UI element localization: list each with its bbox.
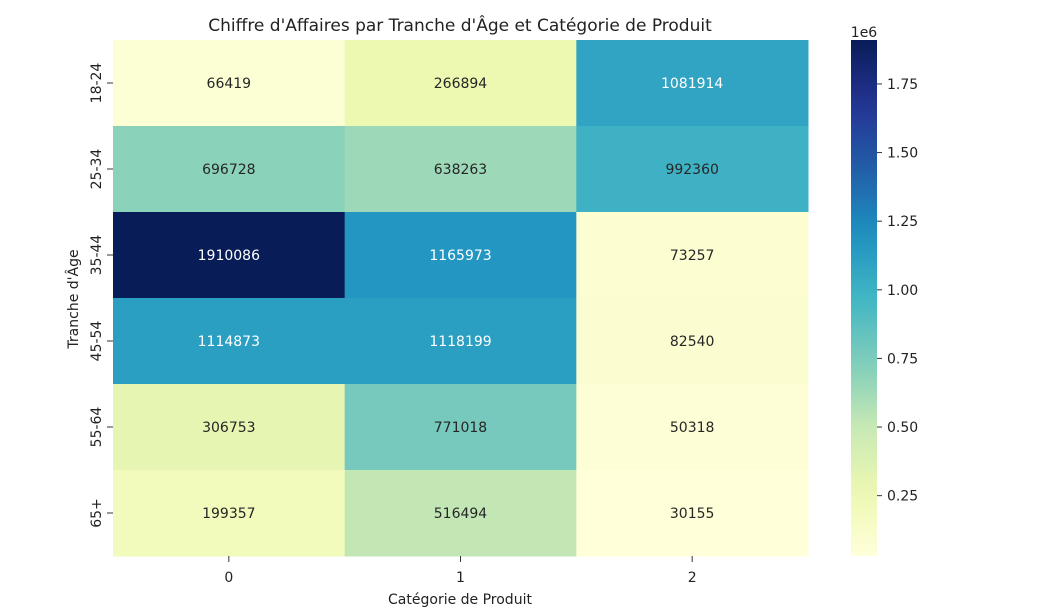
- x-tick-label: 1: [456, 570, 465, 586]
- colorbar: 1e6 0.25 0.50 0.75 1.00 1.25 1.50 1.75: [851, 25, 918, 556]
- cell-value-label: 73257: [670, 248, 715, 264]
- colorbar-tick-label: 1.25: [887, 214, 918, 230]
- heatmap-cell: [576, 298, 809, 385]
- y-tick-label: 35-44: [89, 235, 105, 276]
- cell-value-label: 306753: [202, 420, 255, 436]
- heatmap-cell: [113, 470, 346, 557]
- heatmap-cell: [344, 470, 577, 557]
- heatmap-cell: [344, 384, 577, 471]
- cell-value-label: 638263: [434, 162, 487, 178]
- cell-value-label: 50318: [670, 420, 715, 436]
- x-tick-label: 2: [688, 570, 697, 586]
- heatmap-cell: [113, 40, 346, 127]
- y-axis-label: Tranche d'Âge: [64, 249, 82, 349]
- heatmap-cell: [576, 384, 809, 471]
- colorbar-exponent: 1e6: [851, 25, 878, 41]
- y-tick-label: 18-24: [89, 63, 105, 104]
- colorbar-tick-label: 0.50: [887, 420, 918, 436]
- x-axis-label: Catégorie de Produit: [388, 592, 532, 608]
- cell-value-label: 771018: [434, 420, 487, 436]
- cell-value-label: 82540: [670, 334, 715, 350]
- y-tick-label: 45-54: [89, 321, 105, 362]
- heatmap-cell: [344, 40, 577, 127]
- heatmap-cell: [576, 470, 809, 557]
- y-tick-label: 25-34: [89, 149, 105, 190]
- y-tick-label: 55-64: [89, 407, 105, 448]
- heatmap-cells: [113, 40, 809, 557]
- heatmap-cell: [344, 298, 577, 385]
- colorbar-tick-label: 1.75: [887, 77, 918, 93]
- cell-value-label: 266894: [434, 76, 488, 92]
- colorbar-ticks: 0.25 0.50 0.75 1.00 1.25 1.50 1.75: [877, 77, 918, 505]
- colorbar-tick-label: 1.50: [887, 146, 918, 162]
- cell-value-label: 1910086: [198, 248, 260, 264]
- cell-value-label: 516494: [434, 506, 488, 522]
- cell-value-label: 30155: [670, 506, 715, 522]
- cell-value-label: 1118199: [429, 334, 491, 350]
- heatmap-cell: [344, 212, 577, 299]
- heatmap-cell: [576, 126, 809, 213]
- heatmap-cell: [113, 212, 346, 299]
- cell-value-label: 696728: [202, 162, 255, 178]
- heatmap-cell: [113, 298, 346, 385]
- cell-value-label: 66419: [207, 76, 252, 92]
- heatmap-cell: [344, 126, 577, 213]
- y-axis: 18-24 25-34 35-44 45-54 55-64 65+: [89, 63, 113, 528]
- x-axis: 0 1 2: [224, 556, 697, 586]
- cell-value-label: 1165973: [429, 248, 491, 264]
- colorbar-tick-label: 1.00: [887, 283, 918, 299]
- x-tick-label: 0: [224, 570, 233, 586]
- cell-value-label: 1114873: [198, 334, 260, 350]
- cell-value-label: 992360: [665, 162, 718, 178]
- colorbar-tick-label: 0.75: [887, 351, 918, 367]
- heatmap-cell-labels: 66419 266894 1081914 696728 638263 992360 1910…: [198, 76, 724, 522]
- heatmap-cell: [576, 40, 809, 127]
- heatmap-cell: [113, 126, 346, 213]
- cell-value-label: 199357: [202, 506, 255, 522]
- heatmap-cell: [113, 384, 346, 471]
- heatmap-cell: [576, 212, 809, 299]
- colorbar-tick-label: 0.25: [887, 489, 918, 505]
- y-tick-label: 65+: [89, 498, 105, 528]
- cell-value-label: 1081914: [661, 76, 723, 92]
- colorbar-gradient: [851, 40, 877, 556]
- chart-title: Chiffre d'Affaires par Tranche d'Âge et …: [208, 14, 712, 36]
